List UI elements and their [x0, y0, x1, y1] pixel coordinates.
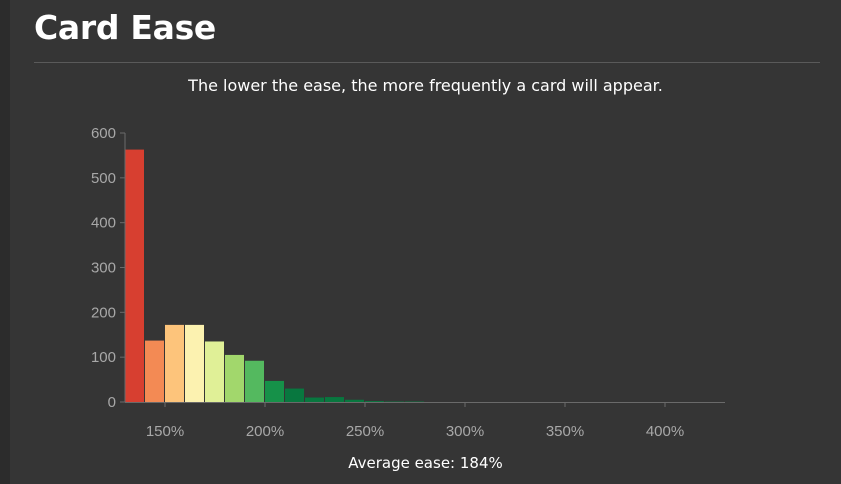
y-tick-label-500: 500	[91, 170, 116, 187]
bar-group	[125, 149, 424, 403]
y-tick-label-400: 400	[91, 215, 116, 232]
y-tick-label-0: 0	[108, 394, 116, 411]
average-ease-footer: Average ease: 184%	[10, 454, 841, 472]
ease-histogram: 0 100 200 300 400 500 600 150% 200% 250% 300% 350%…	[91, 125, 725, 440]
bar-150	[165, 324, 184, 402]
bar-200	[265, 380, 284, 402]
y-tick-label-600: 600	[91, 125, 116, 142]
y-axis: 0 100 200 300 400 500 600	[91, 125, 126, 411]
x-tick-label-300: 300%	[446, 423, 484, 440]
x-tick-label-400: 400%	[646, 423, 684, 440]
x-tick-label-350: 350%	[546, 423, 584, 440]
chart-subtitle: The lower the ease, the more frequently …	[188, 76, 663, 95]
y-tick-label-200: 200	[91, 304, 116, 321]
bar-170	[205, 341, 224, 402]
y-tick-label-300: 300	[91, 260, 116, 277]
x-tick-label-250: 250%	[346, 423, 384, 440]
bar-190	[245, 360, 264, 402]
bar-260	[385, 401, 404, 403]
x-tick-label-200: 200%	[246, 423, 284, 440]
bar-230	[325, 397, 344, 402]
bar-220	[305, 397, 324, 402]
bar-250	[365, 401, 384, 402]
bar-160	[185, 324, 204, 402]
title-divider	[34, 62, 820, 63]
average-ease-label: Average ease:	[348, 454, 456, 472]
average-ease-value: 184%	[459, 454, 503, 472]
y-tick-label-100: 100	[91, 349, 116, 366]
bar-130	[125, 149, 144, 402]
bar-240	[345, 399, 364, 402]
bar-210	[285, 388, 304, 402]
x-axis: 150% 200% 250% 300% 350% 400%	[125, 402, 725, 440]
card-ease-panel: Card Ease The lower the ease, the more f…	[10, 0, 841, 484]
x-tick-label-150: 150%	[146, 423, 184, 440]
bar-180	[225, 354, 244, 402]
bar-140	[145, 340, 164, 402]
page-title: Card Ease	[34, 8, 217, 47]
bar-270	[405, 401, 424, 403]
